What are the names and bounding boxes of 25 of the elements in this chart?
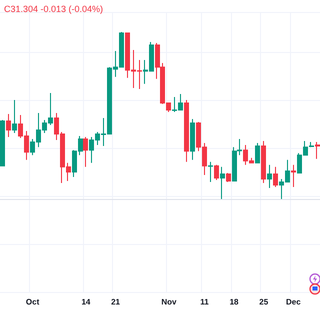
candlestick [214,164,219,180]
candlestick [83,136,88,168]
candlestick [12,99,17,134]
candlestick [261,140,266,184]
candlestick [220,166,225,200]
x-tick-label: Dec [286,298,302,306]
candlestick [190,118,195,160]
candlestick [267,164,272,188]
candlestick [208,161,213,182]
candlestick [6,113,11,138]
x-tick-label: 18 [230,298,240,306]
candlestick [315,142,320,160]
x-tick-label: 14 [81,298,91,306]
candlestick [255,142,260,164]
candlestick [273,166,278,188]
candlestick [291,164,296,188]
text: C31.304 -0.013 (-0.04%) [4,4,104,14]
candlestick [184,99,189,162]
x-tick-label: 21 [111,298,121,306]
x-tick-label: Oct [26,298,40,306]
candlestick [0,120,5,166]
x-tick-label: 25 [259,298,269,306]
x-tick-label: Nov [161,298,177,306]
x-tick-label: 11 [200,298,210,306]
candlestick [226,172,231,182]
